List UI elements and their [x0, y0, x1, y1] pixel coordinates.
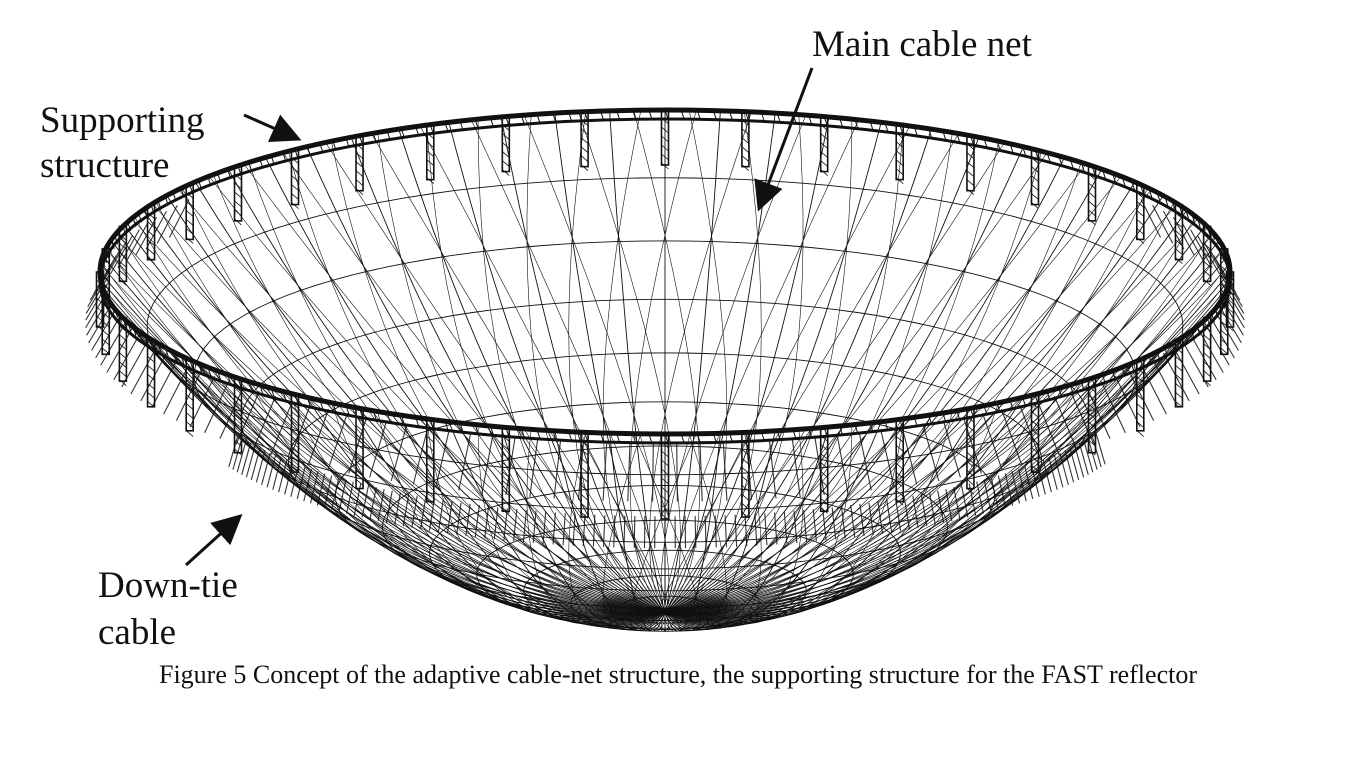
figure-caption: Figure 5 Concept of the adaptive cable-n… — [159, 660, 1197, 689]
supporting-structure-label-line1: Supporting — [40, 100, 205, 141]
main-cable-net — [99, 109, 1231, 632]
label-arrows — [184, 67, 814, 567]
supporting-structure-label-line2: structure — [40, 145, 170, 186]
down-tie-cable-label-line1: Down-tie — [98, 565, 238, 606]
ring-beam — [97, 107, 1234, 445]
main-cable-net-label: Main cable net — [812, 24, 1032, 65]
down-tie-cable-label-line2: cable — [98, 612, 177, 653]
cable-net-dish-illustration — [85, 67, 1245, 632]
